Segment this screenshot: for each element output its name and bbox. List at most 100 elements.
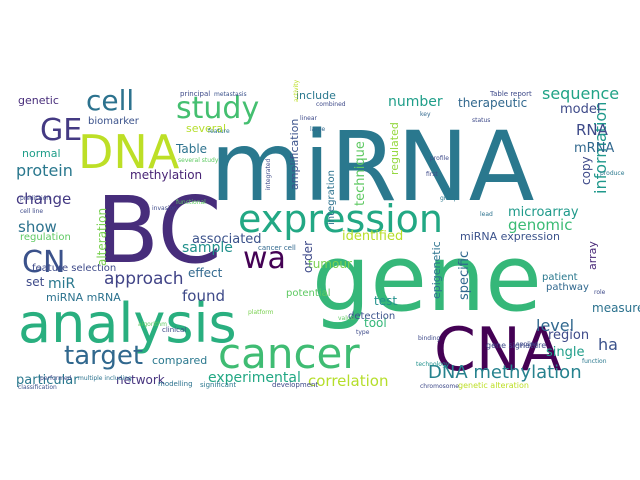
- word-mrna: mRNA: [574, 141, 614, 156]
- word-protein: protein: [16, 161, 73, 180]
- word-lead: lead: [480, 211, 493, 218]
- word-sample: sample: [182, 240, 233, 256]
- word-large: large: [310, 126, 326, 133]
- word-profile: profile: [430, 155, 449, 162]
- word-associated: associated: [192, 232, 262, 247]
- word-array: array: [586, 241, 599, 270]
- word-regulated: regulated: [388, 122, 401, 175]
- word-metastasis: metastasis: [214, 91, 247, 98]
- word-invasion: invasion: [152, 205, 177, 212]
- word-cell-line: cell line: [20, 208, 43, 215]
- word-clinical: clinical: [162, 326, 186, 334]
- word-identified: identified: [342, 229, 403, 244]
- word-prediction: prediction: [20, 195, 50, 202]
- word-found: found: [182, 287, 225, 305]
- word-rna: RNA: [576, 121, 609, 139]
- word-test: test: [374, 294, 397, 308]
- word-technique: technique: [353, 141, 368, 206]
- word-gene: gene: [312, 225, 542, 332]
- word-produce: produce: [600, 170, 625, 177]
- word-principal: principal: [180, 90, 210, 98]
- word-mirna: miRNA: [210, 111, 534, 223]
- word-group: group: [440, 195, 458, 202]
- word-cn: CN: [22, 245, 65, 280]
- word-dna-methylation: DNA methylation: [428, 362, 582, 383]
- word-model: model: [560, 102, 600, 117]
- word-bc: BC: [96, 177, 222, 284]
- word-methylation: methylation: [130, 168, 202, 182]
- word-status: status: [472, 117, 490, 124]
- word-set: set: [26, 275, 45, 289]
- word-expression: expression: [238, 197, 443, 241]
- word-show: show: [18, 218, 57, 236]
- word-table-report: Table report: [489, 90, 532, 98]
- word-epigenetic: epigenetic: [430, 241, 443, 299]
- word-several-study: several study: [178, 157, 219, 164]
- word-table: Table: [175, 142, 207, 156]
- word-biomarker: biomarker: [88, 116, 140, 127]
- word-genetic-alteration: genetic alteration: [458, 381, 529, 390]
- word-combined: combined: [316, 101, 346, 108]
- word-correlation: correlation: [308, 372, 389, 390]
- word-regulation: regulation: [20, 232, 71, 243]
- word-specific: specific: [457, 251, 472, 300]
- word-alteration: alteration: [95, 208, 109, 266]
- word-key: key: [420, 111, 431, 118]
- word-approach: approach: [104, 269, 184, 289]
- word-mirna-mrna: miRNA mRNA: [46, 291, 121, 304]
- word-genomic: genomic: [508, 216, 572, 234]
- word-gene-signature: gene signature: [486, 341, 546, 350]
- word-compared: compared: [152, 354, 207, 367]
- word-study: study: [176, 91, 259, 126]
- word-chromosome: chromosome: [420, 383, 459, 390]
- word-ge: GE: [40, 113, 82, 148]
- word-effect: effect: [188, 266, 223, 280]
- word-tool: tool: [364, 316, 387, 330]
- word-linear: linear: [300, 115, 318, 122]
- word-modelling: modelling: [158, 380, 193, 388]
- word-cna: CNA: [434, 315, 562, 385]
- word-microarray: microarray: [508, 205, 579, 220]
- word-multiple-including: multiple including: [78, 375, 132, 382]
- word-significant: significant: [200, 381, 236, 389]
- word-particular: particular: [16, 373, 79, 388]
- word-change: change: [16, 190, 71, 208]
- word-amplification: amplification: [288, 119, 301, 190]
- word-several: several: [186, 122, 226, 135]
- word-include: include: [296, 89, 336, 102]
- word-information: information: [591, 102, 610, 194]
- word-network: network: [116, 373, 165, 387]
- word-classification: classification: [18, 384, 57, 391]
- word-role: role: [594, 289, 606, 296]
- word-measure: measure: [592, 301, 640, 315]
- word-binding: binding: [418, 335, 441, 342]
- word-pathway: pathway: [546, 282, 589, 293]
- word-algorithm: algorithm: [138, 321, 167, 328]
- word-feature: feature: [208, 128, 230, 135]
- word-technology: technology: [416, 361, 450, 368]
- word-mirna-expression: miRNA expression: [460, 230, 560, 243]
- word-single: single: [546, 345, 585, 360]
- word-copy: copy: [579, 156, 593, 185]
- word-order: order: [301, 241, 315, 273]
- word-cancer-cell: cancer cell: [258, 244, 296, 252]
- word-detection: detection: [348, 311, 395, 322]
- word-analysis: analysis: [18, 292, 237, 355]
- word-mir: miR: [48, 276, 76, 292]
- word-integration: integration: [326, 170, 337, 225]
- word-function: function: [582, 358, 607, 365]
- word-first: first: [426, 171, 438, 178]
- word-feature-selection: feature selection: [32, 263, 116, 274]
- word-cancer: cancer: [218, 329, 360, 378]
- word-experimental: experimental: [208, 370, 301, 386]
- word-activity: activity: [293, 79, 300, 102]
- word-normal: normal: [22, 147, 61, 160]
- word-therapeutic: therapeutic: [458, 96, 527, 110]
- word-performed: performed: [40, 375, 72, 382]
- word-wa: wa: [243, 241, 286, 276]
- word-applied: applied: [516, 341, 538, 348]
- word-number: number: [388, 94, 443, 110]
- word-dna: DNA: [78, 125, 180, 179]
